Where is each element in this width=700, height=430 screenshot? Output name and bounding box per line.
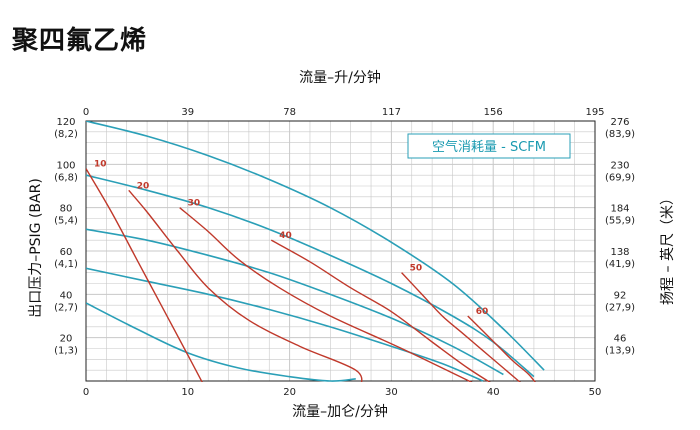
pressure-curve-line bbox=[86, 267, 484, 382]
air-consumption-line bbox=[467, 315, 536, 382]
pressure-curve-line bbox=[86, 174, 535, 378]
y-tick-sublabel-left: (8,2) bbox=[54, 129, 78, 140]
y-tick-sublabel-right: (27,9) bbox=[605, 302, 635, 313]
y-tick-label-left: 20 bbox=[60, 334, 73, 345]
y-tick-sublabel-left: (2,7) bbox=[54, 302, 78, 313]
x-tick-label-bottom: 50 bbox=[589, 387, 602, 398]
y-tick-sublabel-left: (4,1) bbox=[54, 259, 78, 270]
air-consumption-labels: 10 20 30 40 50 60 bbox=[94, 160, 488, 317]
air-consumption-curves bbox=[86, 168, 536, 382]
air-consumption-label: 30 bbox=[188, 199, 201, 209]
pressure-curves bbox=[86, 121, 545, 382]
air-consumption-label: 50 bbox=[410, 264, 423, 274]
y-tick-label-left: 80 bbox=[60, 204, 73, 215]
legend: 空气消耗量 - SCFM bbox=[407, 133, 571, 159]
x-tick-label-top: 195 bbox=[585, 107, 604, 118]
x-tick-label-bottom: 40 bbox=[487, 387, 500, 398]
y-tick-label-left: 100 bbox=[56, 160, 75, 171]
x-tick-label-top: 0 bbox=[83, 107, 89, 118]
pressure-curve-line bbox=[86, 302, 356, 382]
y-tick-sublabel-left: (5,4) bbox=[54, 216, 78, 227]
x-tick-label-top: 78 bbox=[283, 107, 296, 118]
x-axis-title-bottom: 流量–加仑/分钟 bbox=[292, 403, 388, 420]
y-tick-label-left: 60 bbox=[60, 247, 73, 258]
y-tick-label-right: 184 bbox=[610, 204, 629, 215]
x-tick-label-top: 39 bbox=[181, 107, 194, 118]
y-tick-label-right: 46 bbox=[614, 334, 627, 345]
y-tick-label-right: 92 bbox=[614, 290, 627, 301]
y-tick-label-left: 40 bbox=[60, 290, 73, 301]
air-consumption-label: 40 bbox=[279, 231, 292, 241]
air-consumption-line bbox=[86, 168, 203, 382]
x-tick-label-bottom: 20 bbox=[283, 387, 296, 398]
x-tick-label-bottom: 30 bbox=[385, 387, 398, 398]
y-axis-title-right: 扬程 – 英尺（米） bbox=[659, 191, 676, 305]
air-consumption-line bbox=[401, 272, 521, 382]
y-tick-sublabel-left: (1,3) bbox=[54, 346, 78, 357]
y-axis-title-left: 出口压力–PSIG (BAR) bbox=[28, 178, 44, 318]
y-tick-sublabel-right: (69,9) bbox=[605, 172, 635, 183]
page-title: 聚四氟乙烯 bbox=[12, 26, 148, 56]
x-axis-title-top: 流量–升/分钟 bbox=[299, 69, 381, 86]
x-tick-label-bottom: 10 bbox=[181, 387, 194, 398]
y-tick-sublabel-right: (41,9) bbox=[605, 259, 635, 270]
y-tick-label-right: 276 bbox=[610, 117, 629, 128]
x-tick-label-top: 117 bbox=[382, 107, 401, 118]
air-consumption-label: 60 bbox=[476, 307, 489, 317]
legend-box bbox=[407, 133, 571, 159]
x-tick-label-bottom: 0 bbox=[83, 387, 89, 398]
y-tick-label-right: 230 bbox=[610, 160, 629, 171]
air-consumption-label: 20 bbox=[137, 181, 150, 191]
legend-label: 空气消耗量 - SCFM bbox=[432, 139, 546, 155]
y-tick-label-left: 120 bbox=[56, 117, 75, 128]
x-tick-label-top: 156 bbox=[484, 107, 503, 118]
air-consumption-line bbox=[128, 189, 363, 382]
y-tick-sublabel-right: (13,9) bbox=[605, 346, 635, 357]
air-consumption-line bbox=[179, 207, 473, 382]
pressure-curve-line bbox=[86, 228, 504, 376]
y-tick-sublabel-right: (83,9) bbox=[605, 129, 635, 140]
y-tick-sublabel-left: (6,8) bbox=[54, 172, 78, 183]
axis-ticks: 0 10 20 30 40 50 0 39 78 117 156 195 120(8,2) 100(6,8… bbox=[54, 107, 635, 398]
air-consumption-line bbox=[270, 239, 491, 382]
y-tick-sublabel-right: (55,9) bbox=[605, 216, 635, 227]
air-consumption-label: 10 bbox=[94, 160, 107, 170]
y-tick-label-right: 138 bbox=[610, 247, 629, 258]
pressure-curve-line bbox=[86, 121, 545, 371]
